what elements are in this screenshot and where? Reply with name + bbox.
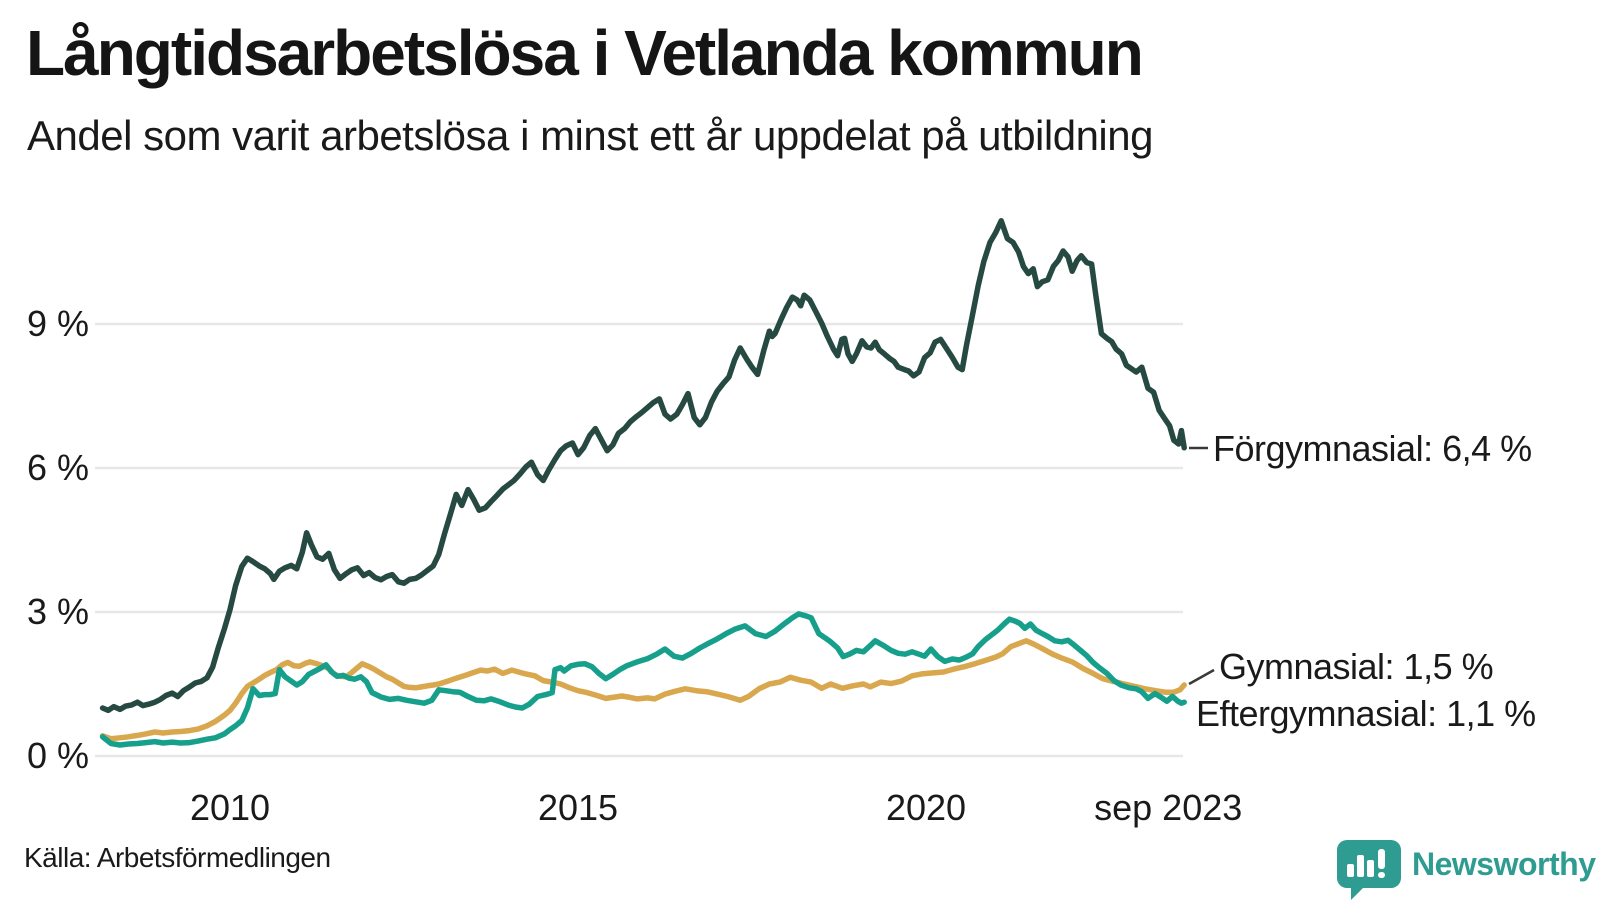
- source-credit: Källa: Arbetsförmedlingen: [24, 842, 331, 873]
- series-lines: [99, 218, 1187, 748]
- series-label-eftergymnasial: Eftergymnasial: 1,1 %: [1196, 693, 1536, 734]
- newsworthy-wordmark: Newsworthy: [1412, 846, 1596, 882]
- gridlines: [95, 322, 1183, 758]
- page-title: Långtidsarbetslösa i Vetlanda kommun: [26, 17, 1144, 89]
- x-tick-2010: 2010: [189, 787, 271, 828]
- series-line-gymnasial: [99, 638, 1187, 742]
- page-subtitle: Andel som varit arbetslösa i minst ett å…: [27, 112, 1153, 159]
- x-tick-2020: 2020: [885, 787, 967, 828]
- x-tick-2015: 2015: [537, 787, 619, 828]
- series-label-gymnasial: Gymnasial: 1,5 %: [1219, 646, 1494, 687]
- y-tick-9: 9 %: [27, 303, 90, 344]
- bar-chart-speech-bubble-icon: [1337, 840, 1401, 900]
- series-line-förgymnasial: [99, 218, 1187, 714]
- x-tick-sep-2023: sep 2023: [1094, 787, 1243, 828]
- y-tick-6: 6 %: [27, 447, 90, 488]
- series-line-eftergymnasial: [99, 611, 1187, 748]
- series-label-forgymnasial: Förgymnasial: 6,4 %: [1213, 428, 1532, 469]
- connector-gymnasial: [1188, 668, 1215, 686]
- y-tick-0: 0 %: [27, 735, 90, 776]
- newsworthy-brand: Newsworthy: [1333, 838, 1596, 900]
- y-tick-3: 3 %: [27, 591, 90, 632]
- annotation-connectors: [1188, 446, 1215, 686]
